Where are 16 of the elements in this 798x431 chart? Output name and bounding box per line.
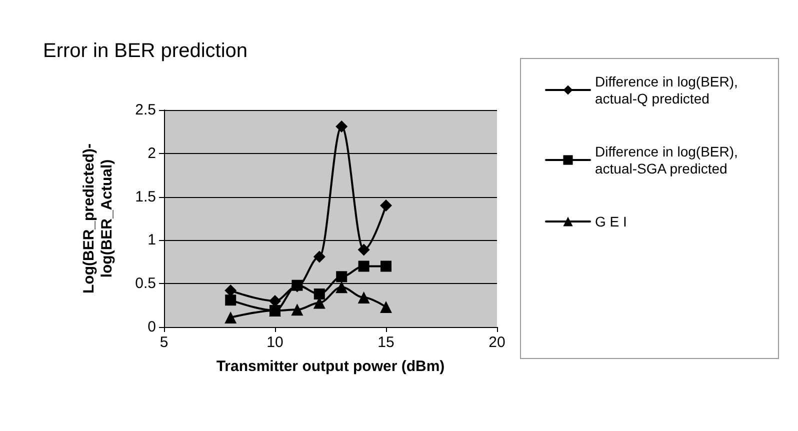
- x-tick-label: 5: [160, 334, 168, 351]
- y-tick-label: 2: [148, 144, 156, 162]
- chart-title: Error in BER prediction: [43, 40, 248, 62]
- legend-label: Difference in log(BER), actual-Q predicted: [595, 74, 742, 106]
- y-tick-label: 0: [148, 318, 156, 336]
- legend-label: G E I: [595, 214, 627, 230]
- y-tick-label: 0.5: [135, 275, 156, 292]
- y-tick-label: 1.5: [135, 188, 156, 206]
- x-tick-label: 10: [266, 334, 284, 351]
- y-tick-label: 2.5: [135, 102, 156, 118]
- y-axis-title: Log(BER_predicted)-log(BER_Actual): [80, 143, 116, 294]
- legend-label: Difference in log(BER), actual-SGA predicted: [595, 144, 742, 176]
- y-tick-label: 1: [148, 232, 156, 249]
- x-tick-label: 20: [488, 334, 506, 351]
- x-tick-label: 15: [378, 334, 394, 351]
- x-axis-title: Transmitter output power (dBm): [216, 358, 445, 375]
